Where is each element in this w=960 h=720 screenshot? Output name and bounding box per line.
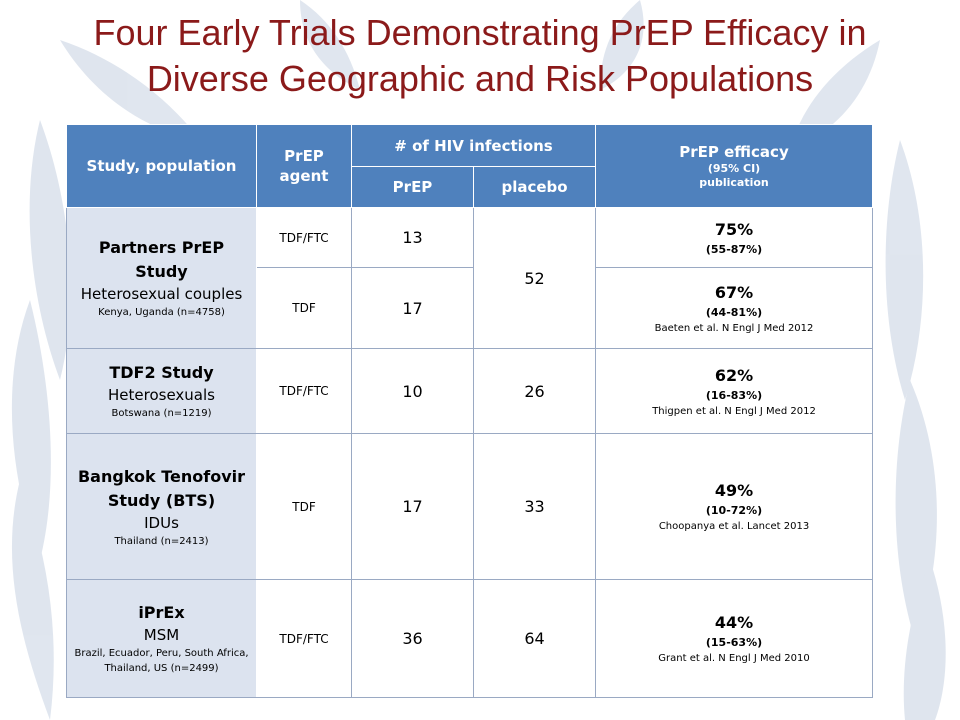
study-name: Partners PrEP Study: [98, 238, 225, 281]
efficacy-percent: 49%: [714, 481, 754, 500]
efficacy-percent: 44%: [714, 613, 754, 632]
efficacy-ci: (16-83%): [705, 388, 763, 402]
slide-title-line-2: Diverse Geographic and Risk Populations: [146, 58, 814, 99]
prep-infections: 13: [351, 207, 474, 268]
efficacy-publication: Thigpen et al. N Engl J Med 2012: [652, 405, 816, 417]
efficacy-ci: (55-87%): [705, 242, 763, 256]
placebo-infections: 33: [472, 433, 597, 580]
slide-title-line-1: Four Early Trials Demonstrating PrEP Eff…: [93, 12, 867, 53]
study-location: Botswana (n=1219): [111, 408, 212, 419]
efficacy-ci: (44-81%): [705, 305, 763, 319]
efficacy-percent: 75%: [714, 219, 754, 239]
prep-agent: TDF/FTC: [256, 579, 352, 698]
study-name: Bangkok Tenofovir Study (BTS): [77, 466, 246, 510]
efficacy-cell: 62% (16-83%) Thigpen et al. N Engl J Med…: [595, 348, 874, 434]
study-name: TDF2 Study: [109, 363, 214, 382]
study-cell: Bangkok Tenofovir Study (BTS) IDUs Thail…: [66, 433, 257, 580]
slide-title: Four Early Trials Demonstrating PrEP Eff…: [0, 10, 960, 102]
header-efficacy-ci: (95% CI): [707, 162, 761, 175]
placebo-infections: 64: [472, 579, 597, 698]
header-efficacy-publication: publication: [699, 176, 769, 189]
header-hiv-infections: # of HIV infections: [350, 124, 597, 167]
efficacy-percent: 62%: [714, 365, 754, 385]
efficacy-cell: 49% (10-72%) Choopanya et al. Lancet 201…: [595, 433, 874, 580]
placebo-infections: 52: [472, 207, 597, 349]
efficacy-publication: Grant et al. N Engl J Med 2010: [658, 653, 810, 664]
prep-agent: TDF/FTC: [256, 348, 352, 434]
efficacy-publication: Choopanya et al. Lancet 2013: [658, 521, 810, 532]
study-location: Thailand (n=2413): [114, 535, 209, 547]
prep-infections: 17: [351, 267, 474, 349]
table-row: TDF 17 67% (44-81%) Baeten et al. N Engl…: [67, 267, 874, 349]
placebo-infections: 26: [472, 348, 597, 434]
table-row: Bangkok Tenofovir Study (BTS) IDUs Thail…: [66, 433, 874, 580]
efficacy-cell: 44% (15-63%) Grant et al. N Engl J Med 2…: [595, 579, 874, 698]
prep-infections: 36: [351, 579, 474, 698]
study-location: Brazil, Ecuador, Peru, South Africa, Tha…: [74, 648, 249, 674]
header-prep-efficacy: PrEP efficacy (95% CI) publication: [595, 124, 874, 208]
prep-infections: 10: [351, 348, 474, 434]
prep-trials-table: Study, population PrEP agent # of HIV in…: [66, 124, 874, 698]
header-prep-count: PrEP: [351, 166, 474, 208]
study-name: iPrEx: [138, 603, 185, 622]
header-row-2: PrEP placebo: [67, 166, 873, 208]
efficacy-percent: 67%: [714, 282, 754, 302]
prep-agent: TDF/FTC: [256, 207, 352, 268]
study-population: Heterosexuals: [108, 386, 215, 404]
table-row: iPrEx MSM Brazil, Ecuador, Peru, South A…: [66, 579, 874, 698]
efficacy-cell: 75% (55-87%): [595, 207, 874, 268]
study-population: MSM: [143, 626, 180, 644]
prep-agent: TDF: [256, 267, 352, 349]
efficacy-publication: Baeten et al. N Engl J Med 2012: [654, 322, 814, 334]
prep-agent: TDF: [256, 433, 352, 580]
study-population: Heterosexual couples: [80, 285, 243, 303]
table-row: Partners PrEP Study Heterosexual couples…: [66, 207, 874, 349]
study-cell: Partners PrEP Study Heterosexual couples…: [66, 207, 257, 349]
prep-infections: 17: [351, 433, 474, 580]
efficacy-cell: 67% (44-81%) Baeten et al. N Engl J Med …: [595, 267, 874, 349]
header-placebo-count: placebo: [472, 166, 597, 208]
study-population: IDUs: [144, 513, 179, 532]
efficacy-ci: (10-72%): [705, 504, 763, 517]
study-cell: TDF2 Study Heterosexuals Botswana (n=121…: [66, 348, 257, 434]
study-location: Kenya, Uganda (n=4758): [98, 307, 225, 318]
table-row: TDF2 Study Heterosexuals Botswana (n=121…: [66, 348, 874, 434]
study-cell: iPrEx MSM Brazil, Ecuador, Peru, South A…: [66, 579, 257, 698]
header-prep-agent: PrEP agent: [256, 124, 352, 208]
header-row-1: Study, population PrEP agent # of HIV in…: [66, 124, 874, 208]
header-study-population: Study, population: [66, 124, 257, 208]
efficacy-ci: (15-63%): [705, 636, 763, 649]
